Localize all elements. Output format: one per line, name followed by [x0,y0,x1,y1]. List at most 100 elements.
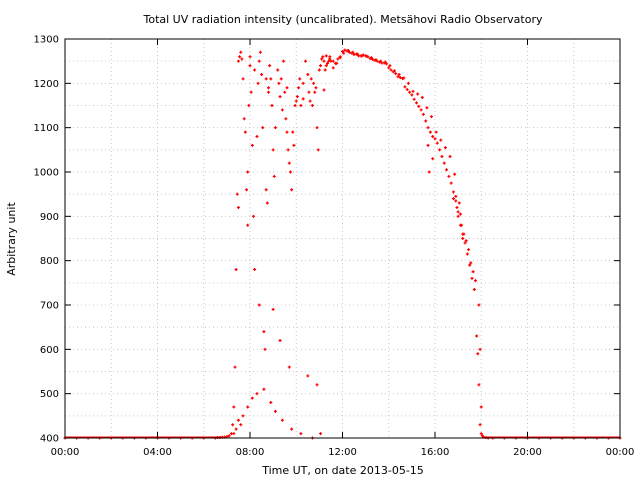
data-point [478,423,482,427]
data-point [250,143,254,147]
data-point [443,146,447,150]
data-point [457,201,461,205]
data-point [306,374,310,378]
data-point [267,86,270,90]
data-point [261,126,265,130]
data-point [464,239,468,243]
data-point [384,62,388,66]
data-point [306,72,310,76]
data-point [439,138,443,142]
data-point [265,201,269,205]
data-point [467,248,471,252]
data-point [268,64,272,68]
data-point [277,81,281,85]
data-point [472,287,476,291]
data-point [287,365,291,369]
data-point [347,50,351,54]
x-axis-label: Time UT, on date 2013-05-15 [261,464,424,477]
data-point [286,148,290,152]
data-point [312,81,316,85]
data-point [301,81,305,85]
data-point [454,194,458,198]
data-point [253,268,257,272]
data-point [412,97,416,101]
x-tick-label: 00:00 [51,447,80,458]
data-point [249,90,253,94]
data-point [310,104,314,107]
data-point [416,92,420,96]
data-point [365,54,369,58]
data-point [248,64,252,68]
data-point [272,174,276,178]
data-point [397,72,401,76]
data-point [258,50,262,54]
data-point [301,97,305,101]
data-point [476,352,480,356]
data-point [246,223,250,227]
data-point [233,365,237,369]
data-point [227,434,231,438]
data-point [470,276,474,280]
y-tick-label: 1000 [34,168,59,179]
data-point [250,396,254,400]
data-point [293,104,297,107]
data-point [322,88,326,92]
data-point [473,279,477,283]
data-point [331,66,335,70]
data-point [458,212,462,216]
data-point [433,137,437,141]
data-point [273,409,277,413]
data-point [319,432,323,436]
data-point [331,59,335,63]
data-point [415,101,418,105]
data-point [475,334,479,338]
data-point [297,86,301,90]
data-point [374,58,378,62]
data-point [285,130,289,134]
data-point [234,268,238,272]
data-point [299,104,303,107]
data-point [341,49,344,53]
data-point [479,405,483,409]
data-point [447,174,451,178]
x-tick-label: 04:00 [143,447,172,458]
data-point [402,76,406,80]
data-point [248,55,252,59]
data-point [257,303,261,307]
data-point [242,117,246,121]
data-point [239,423,243,427]
data-point [394,72,398,76]
data-point [264,77,268,81]
data-point [440,154,444,158]
y-tick-label: 600 [40,345,59,356]
data-point [269,401,273,405]
y-tick-label: 500 [40,389,59,400]
data-point [315,126,319,130]
data-point [323,68,327,72]
data-point [421,112,425,116]
data-point [236,59,240,63]
data-point [324,64,328,68]
y-tick-label: 1100 [34,123,59,134]
data-point [236,205,240,209]
y-tick-label: 800 [40,256,59,267]
data-point [425,106,429,110]
data-point [463,241,467,245]
data-point [335,61,339,65]
chart-title: Total UV radiation intensity (uncalibrat… [143,13,543,26]
data-point [426,126,430,130]
data-point [389,68,393,72]
data-point [469,261,473,265]
data-point [316,148,320,152]
data-point [336,57,340,61]
y-tick-label: 900 [40,212,59,223]
data-point [263,347,267,351]
data-point [278,338,282,342]
data-point [371,57,375,61]
data-point [232,405,236,409]
data-point [260,72,264,76]
data-point [434,130,438,134]
data-point [243,130,247,134]
data-point [360,54,364,58]
